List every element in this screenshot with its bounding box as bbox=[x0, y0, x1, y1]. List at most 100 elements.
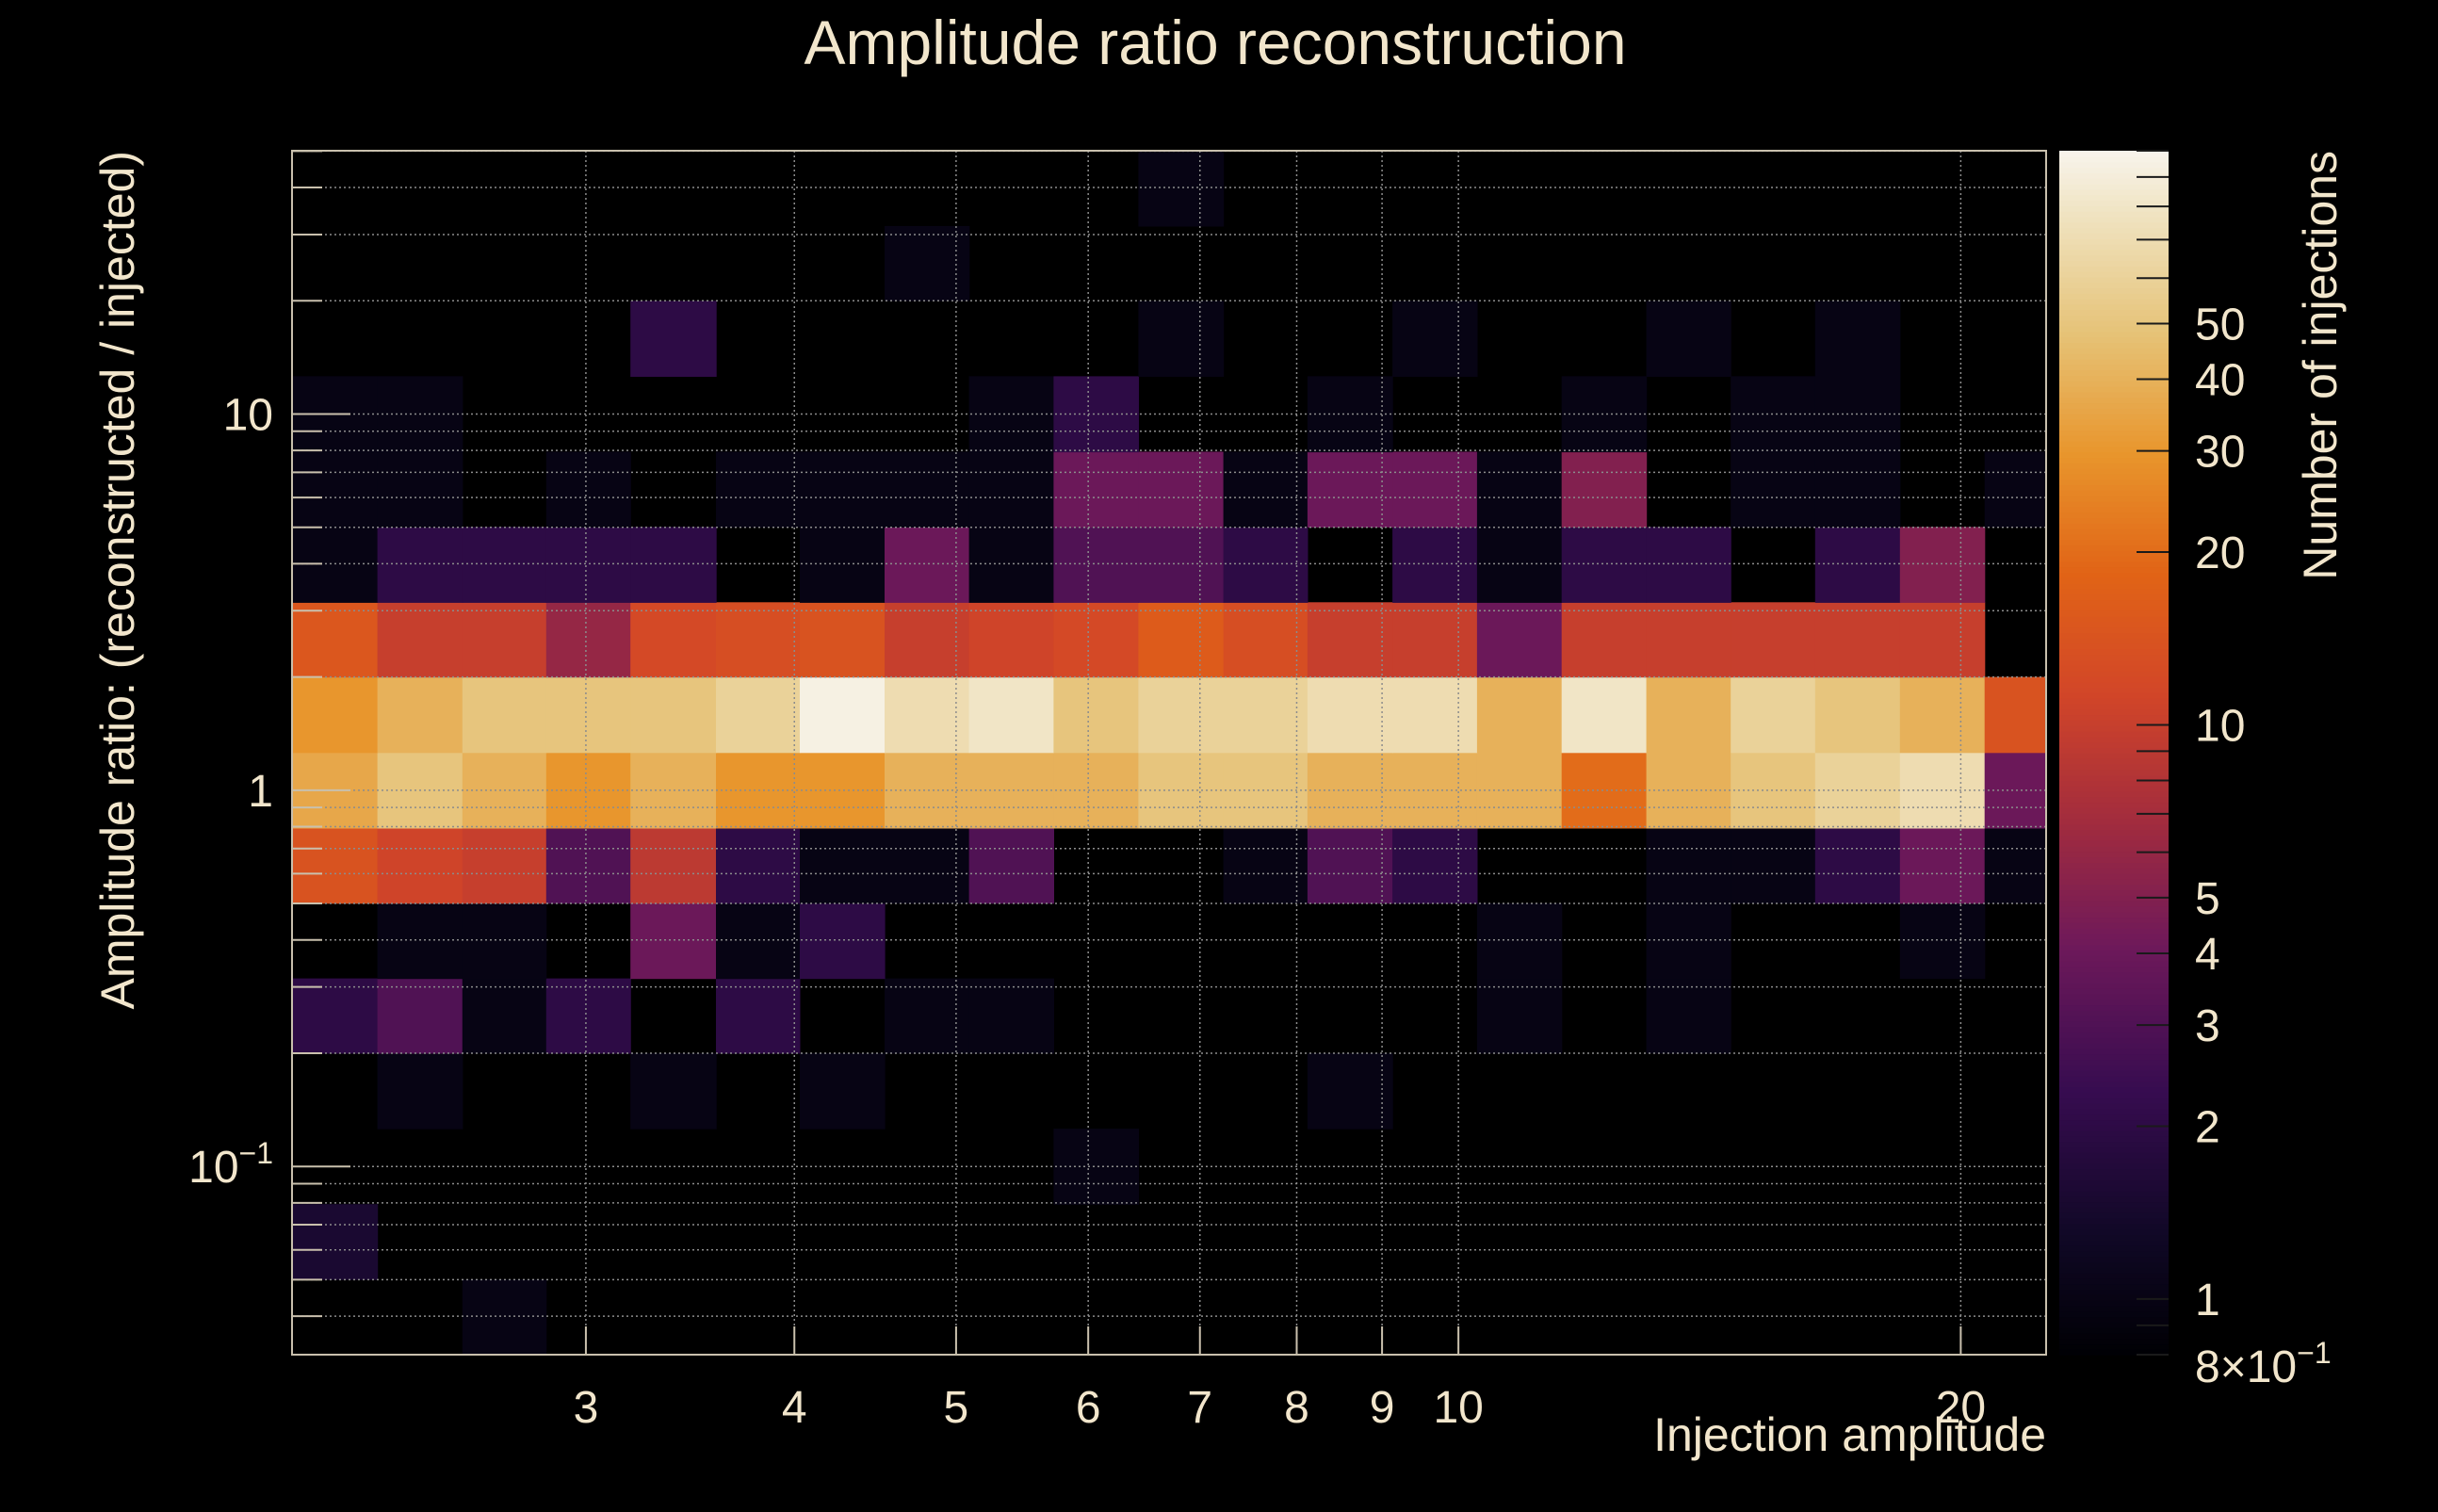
color-scale-band bbox=[2059, 1217, 2169, 1225]
heatmap-cell bbox=[1731, 376, 1816, 453]
color-scale-band bbox=[2059, 993, 2169, 1000]
heatmap-cell bbox=[545, 527, 631, 603]
color-scale-band bbox=[2059, 670, 2169, 677]
heatmap-cell bbox=[800, 902, 886, 980]
color-scale-band bbox=[2059, 435, 2169, 442]
heatmap-cell bbox=[630, 1053, 717, 1130]
color-scale-band bbox=[2059, 1097, 2169, 1104]
color-scale-band bbox=[2059, 954, 2169, 962]
color-scale-band bbox=[2059, 490, 2169, 496]
color-scale-band bbox=[2059, 227, 2169, 234]
color-scale-band bbox=[2059, 1130, 2169, 1137]
color-scale-band bbox=[2059, 375, 2169, 382]
x-tick-label: 20 bbox=[1936, 1383, 1986, 1433]
heatmap-cell bbox=[1392, 752, 1478, 829]
x-tick-label: 9 bbox=[1370, 1383, 1395, 1433]
heatmap-cell bbox=[1307, 676, 1393, 754]
color-scale-band bbox=[2059, 1283, 2169, 1291]
heatmap-cell bbox=[1646, 752, 1731, 829]
heatmap-cell bbox=[630, 527, 717, 603]
x-tick-label: 4 bbox=[782, 1383, 807, 1433]
color-scale-band bbox=[2059, 254, 2169, 261]
heatmap-cell bbox=[800, 676, 886, 754]
color-scale-band bbox=[2059, 1174, 2169, 1180]
heatmap-cell bbox=[1138, 301, 1225, 377]
color-scale-band bbox=[2059, 638, 2169, 644]
color-scale-band bbox=[2059, 741, 2169, 748]
heatmap-cell bbox=[292, 978, 379, 1054]
heatmap-cell bbox=[462, 527, 547, 603]
heatmap-cell bbox=[545, 676, 631, 754]
heatmap-cell bbox=[545, 978, 631, 1054]
color-scale-band bbox=[2059, 780, 2169, 787]
heatmap-cell bbox=[545, 752, 631, 829]
heatmap-cell bbox=[885, 827, 970, 904]
color-scale-band bbox=[2059, 1240, 2169, 1246]
color-scale-band bbox=[2059, 260, 2169, 267]
color-scale-band bbox=[2059, 905, 2169, 913]
color-scale-band bbox=[2059, 1086, 2169, 1093]
heatmap-cell bbox=[800, 1053, 886, 1130]
color-scale-band bbox=[2059, 243, 2169, 251]
heatmap-cell bbox=[1814, 602, 1901, 678]
heatmap-cell bbox=[1138, 752, 1225, 829]
color-scale-band bbox=[2059, 708, 2169, 716]
color-scale-band bbox=[2059, 1146, 2169, 1153]
color-scale-band bbox=[2059, 528, 2169, 535]
color-scale-band bbox=[2059, 747, 2169, 754]
x-tick-label: 7 bbox=[1187, 1383, 1212, 1433]
color-scale-band bbox=[2059, 757, 2169, 765]
heatmap-cell bbox=[1561, 376, 1648, 453]
heatmap-cell bbox=[968, 827, 1054, 904]
color-scale-band bbox=[2059, 626, 2169, 633]
heatmap-cell bbox=[1646, 527, 1731, 603]
color-scale-band bbox=[2059, 577, 2169, 584]
heatmap-cell bbox=[462, 676, 547, 754]
color-scale-tick-label: 10 bbox=[2195, 701, 2245, 751]
heatmap-cell bbox=[1646, 301, 1731, 377]
color-scale-band bbox=[2059, 467, 2169, 475]
color-scale-band bbox=[2059, 512, 2169, 519]
color-scale-band bbox=[2059, 1272, 2169, 1279]
color-scale-band bbox=[2059, 364, 2169, 371]
color-scale-band bbox=[2059, 183, 2169, 190]
heatmap-cell bbox=[462, 978, 547, 1054]
color-scale-tick-label: 40 bbox=[2195, 356, 2245, 406]
color-scale-band bbox=[2059, 1114, 2169, 1121]
color-scale-band bbox=[2059, 473, 2169, 480]
heatmap-cell bbox=[1646, 602, 1731, 678]
color-scale-band bbox=[2059, 320, 2169, 327]
color-scale-band bbox=[2059, 1048, 2169, 1055]
heatmap-cell bbox=[1561, 676, 1648, 754]
heatmap-cell bbox=[1476, 527, 1563, 603]
heatmap-cell bbox=[1814, 301, 1901, 377]
heatmap-cell bbox=[292, 1204, 379, 1280]
heatmap-cell bbox=[968, 752, 1054, 829]
heatmap-cell bbox=[1984, 827, 2047, 904]
color-scale-band bbox=[2059, 687, 2169, 693]
heatmap-cell bbox=[377, 1053, 463, 1130]
heatmap-cell bbox=[1814, 527, 1901, 603]
heatmap-cell bbox=[377, 827, 463, 904]
heatmap-cell bbox=[1731, 827, 1816, 904]
color-scale-band bbox=[2059, 194, 2169, 202]
color-scale-band bbox=[2059, 1326, 2169, 1334]
color-scale-band bbox=[2059, 1289, 2169, 1295]
color-scale-tick-label: 5 bbox=[2195, 874, 2220, 924]
heatmap-cell bbox=[716, 978, 801, 1054]
color-scale-band bbox=[2059, 1037, 2169, 1044]
color-scale-band bbox=[2059, 796, 2169, 804]
color-scale-tick-label: 3 bbox=[2195, 1001, 2220, 1051]
color-scale-band bbox=[2059, 1075, 2169, 1082]
heatmap-cell bbox=[292, 527, 379, 603]
heatmap-cell bbox=[1307, 602, 1393, 678]
heatmap-cell bbox=[1899, 602, 1986, 678]
heatmap-cell bbox=[1392, 827, 1478, 904]
heatmap-cell bbox=[377, 602, 463, 678]
heatmap-cell bbox=[545, 602, 631, 678]
heatmap-cell bbox=[292, 451, 379, 528]
heatmap-cell bbox=[1561, 752, 1648, 829]
color-scale-band bbox=[2059, 342, 2169, 349]
y-axis-label: Amplitude ratio: (reconstructed / inject… bbox=[91, 151, 144, 1010]
